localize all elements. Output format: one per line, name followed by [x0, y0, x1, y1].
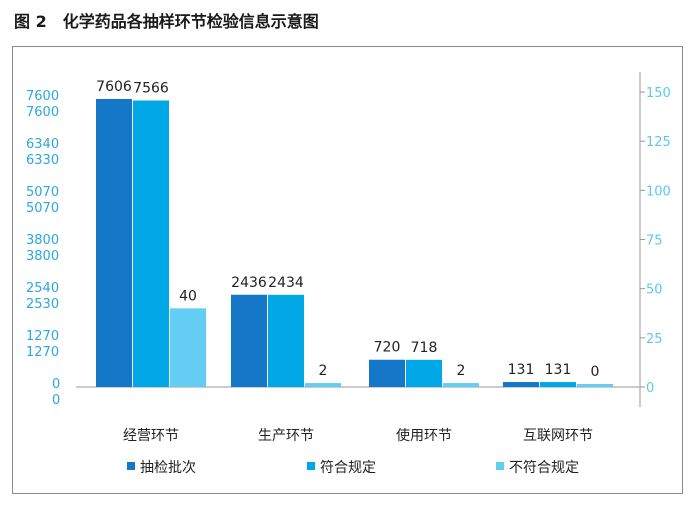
- y-right-tick-label: 125: [646, 135, 671, 150]
- y-left-tick-label: 1270: [26, 345, 59, 360]
- bar: [540, 382, 576, 387]
- bar: [369, 359, 405, 387]
- legend-label: 不符合规定: [509, 460, 579, 476]
- legend-swatch: [127, 462, 135, 470]
- data-label: 131: [545, 362, 572, 378]
- bar: [268, 294, 304, 387]
- y-left-tick-label: 2540: [26, 281, 59, 296]
- legend-label: 抽检批次: [140, 460, 196, 476]
- bar: [503, 382, 539, 387]
- bar: [231, 294, 267, 387]
- y-right-tick-label: 0: [646, 381, 654, 396]
- data-label: 7566: [133, 81, 169, 97]
- bar: [96, 99, 132, 387]
- y-right-tick-label: 150: [646, 86, 671, 101]
- data-labels: 7606 7566 40 2436 2434 2 720 718 2 131 131 0: [96, 79, 599, 380]
- y-left-tick-label: 5070: [26, 201, 59, 216]
- legend-swatch: [307, 462, 315, 470]
- category-label: 互联网环节: [523, 428, 593, 444]
- chart-legend: 抽检批次 符合规定 不符合规定: [127, 460, 579, 476]
- data-label: 40: [179, 288, 197, 304]
- legend-label: 符合规定: [320, 460, 376, 476]
- y-right-tick-label: 25: [646, 332, 663, 347]
- bar: [577, 384, 613, 387]
- legend-swatch: [496, 462, 504, 470]
- data-label: 2436: [231, 275, 267, 291]
- bar: [170, 308, 206, 387]
- category-label: 生产环节: [258, 428, 314, 444]
- y-left-tick-label: 2530: [26, 297, 59, 312]
- bar: [305, 383, 341, 387]
- bar: [133, 100, 169, 388]
- bar: [406, 359, 442, 387]
- y-left-tick-label: 1270: [26, 329, 59, 344]
- category-label: 经营环节: [123, 428, 179, 444]
- y-left-tick-label: 5070: [26, 185, 59, 200]
- y-right-tick-label: 50: [646, 283, 663, 298]
- chart-frame: [12, 46, 683, 494]
- y-right-tick-label: 75: [646, 234, 663, 249]
- data-label: 720: [374, 340, 401, 356]
- data-label: 2: [319, 363, 328, 379]
- y-left-tick-label: 6330: [26, 153, 59, 168]
- y-left-tick-label: 3800: [26, 249, 59, 264]
- y-right-tick-label: 100: [646, 184, 671, 199]
- y-left-tick-label: 0: [52, 393, 60, 408]
- y-left-tick-label: 7600: [26, 89, 59, 104]
- data-label: 131: [508, 362, 535, 378]
- y-left-tick-label: 6340: [26, 137, 59, 152]
- category-labels: 经营环节 生产环节 使用环节 互联网环节: [123, 427, 593, 444]
- y-left-tick-label: 7600: [26, 105, 59, 120]
- y-left-tick-label: 3800: [26, 233, 59, 248]
- data-label: 7606: [96, 79, 132, 95]
- data-label: 718: [411, 340, 438, 356]
- bar-group: [96, 99, 613, 388]
- data-label: 2: [457, 363, 466, 379]
- data-label: 0: [591, 364, 600, 380]
- y-left-tick-label: 0: [52, 377, 60, 392]
- bar: [443, 383, 479, 387]
- category-label: 使用环节: [396, 427, 452, 444]
- figure-title: 图 2 化学药品各抽样环节检验信息示意图: [14, 12, 319, 31]
- data-label: 2434: [268, 275, 304, 291]
- chart-axes: 7600760063406330507050703800380025402530…: [26, 72, 671, 408]
